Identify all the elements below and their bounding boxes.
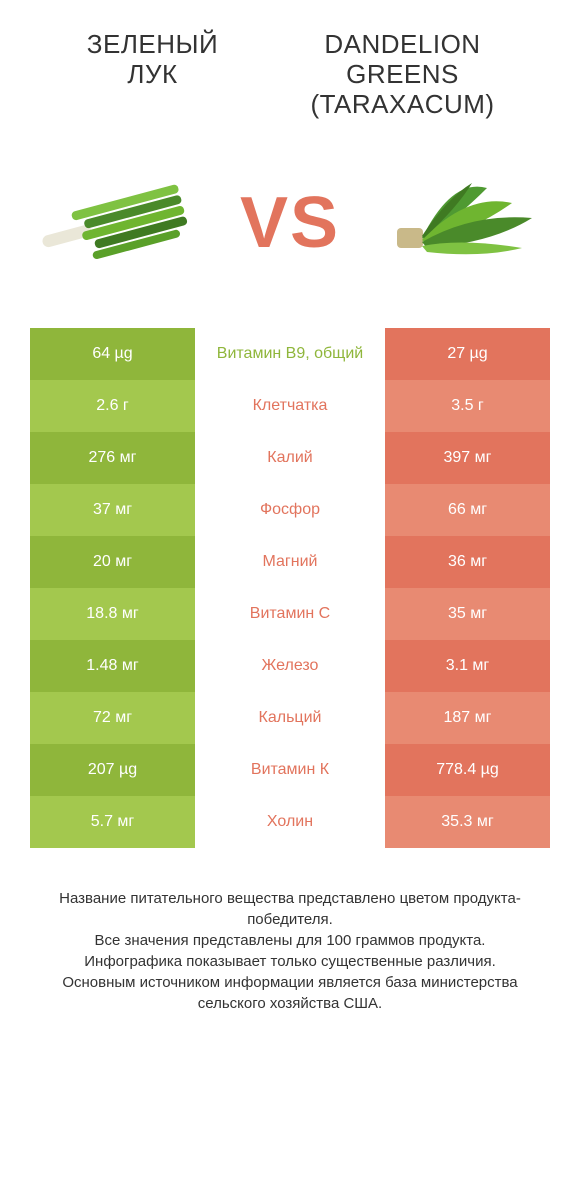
footer-line: Название питательного вещества представл… — [30, 888, 550, 930]
nutrient-row: 64 µgВитамин B9, общий27 µg — [30, 328, 550, 380]
value-left: 64 µg — [30, 328, 195, 380]
value-right: 3.1 мг — [385, 640, 550, 692]
nutrient-label: Клетчатка — [197, 380, 383, 432]
footer-notes: Название питательного вещества представл… — [30, 888, 550, 1014]
nutrient-label: Витамин C — [197, 588, 383, 640]
nutrient-label: Витамин B9, общий — [197, 328, 383, 380]
nutrient-label: Железо — [197, 640, 383, 692]
nutrient-row: 207 µgВитамин К778.4 µg — [30, 744, 550, 796]
nutrient-row: 72 мгКальций187 мг — [30, 692, 550, 744]
value-right: 3.5 г — [385, 380, 550, 432]
nutrient-label: Кальций — [197, 692, 383, 744]
title-right-line1: Dandelion — [324, 29, 480, 59]
value-right: 27 µg — [385, 328, 550, 380]
nutrient-row: 276 мгКалий397 мг — [30, 432, 550, 484]
dandelion-greens-icon — [392, 158, 542, 288]
value-right: 778.4 µg — [385, 744, 550, 796]
header-row: Зеленый лук Dandelion greens (Taraxacum) — [0, 0, 580, 130]
value-right: 35.3 мг — [385, 796, 550, 848]
title-right-line3: (Taraxacum) — [310, 89, 494, 119]
footer-line: Инфографика показывает только существенн… — [30, 951, 550, 972]
nutrient-label: Фосфор — [197, 484, 383, 536]
nutrient-row: 18.8 мгВитамин C35 мг — [30, 588, 550, 640]
value-right: 187 мг — [385, 692, 550, 744]
nutrient-label: Витамин К — [197, 744, 383, 796]
title-right-line2: greens — [346, 59, 459, 89]
title-right: Dandelion greens (Taraxacum) — [265, 30, 540, 120]
green-onion-icon — [30, 158, 195, 288]
nutrient-row: 20 мгМагний36 мг — [30, 536, 550, 588]
footer-line: Все значения представлены для 100 граммо… — [30, 930, 550, 951]
value-right: 397 мг — [385, 432, 550, 484]
infographic-root: Зеленый лук Dandelion greens (Taraxacum)… — [0, 0, 580, 1204]
value-left: 20 мг — [30, 536, 195, 588]
nutrient-row: 5.7 мгХолин35.3 мг — [30, 796, 550, 848]
value-left: 276 мг — [30, 432, 195, 484]
value-left: 207 µg — [30, 744, 195, 796]
value-left: 72 мг — [30, 692, 195, 744]
nutrient-label: Холин — [197, 796, 383, 848]
nutrient-row: 2.6 гКлетчатка3.5 г — [30, 380, 550, 432]
value-left: 18.8 мг — [30, 588, 195, 640]
value-left: 2.6 г — [30, 380, 195, 432]
title-left-line2: лук — [127, 59, 177, 89]
value-left: 1.48 мг — [30, 640, 195, 692]
title-left: Зеленый лук — [40, 30, 265, 120]
value-left: 37 мг — [30, 484, 195, 536]
value-right: 36 мг — [385, 536, 550, 588]
nutrient-label: Магний — [197, 536, 383, 588]
nutrient-row: 1.48 мгЖелезо3.1 мг — [30, 640, 550, 692]
value-left: 5.7 мг — [30, 796, 195, 848]
title-left-line1: Зеленый — [87, 29, 218, 59]
footer-line: Основным источником информации является … — [30, 972, 550, 1014]
nutrient-row: 37 мгФосфор66 мг — [30, 484, 550, 536]
visual-row: VS — [0, 130, 580, 328]
value-right: 35 мг — [385, 588, 550, 640]
nutrient-table: 64 µgВитамин B9, общий27 µg2.6 гКлетчатк… — [30, 328, 550, 848]
product-image-right — [385, 148, 550, 298]
vs-label: VS — [240, 182, 340, 264]
product-image-left — [30, 148, 195, 298]
nutrient-label: Калий — [197, 432, 383, 484]
value-right: 66 мг — [385, 484, 550, 536]
